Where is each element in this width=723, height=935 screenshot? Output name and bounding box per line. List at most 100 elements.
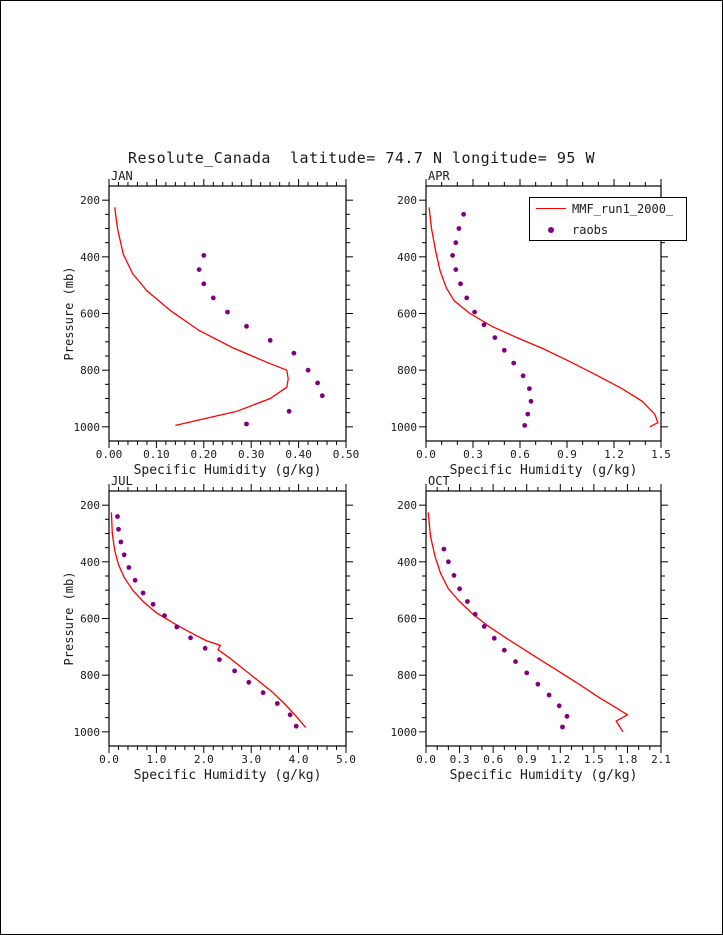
raobs-series-dot bbox=[472, 309, 477, 315]
raobs-series-dot bbox=[481, 624, 487, 629]
legend-dot-sample bbox=[548, 226, 554, 233]
raobs-series-dot bbox=[472, 611, 478, 617]
model-series-line bbox=[428, 207, 659, 428]
raobs-series-dot bbox=[174, 624, 180, 630]
legend-label-raobs: raobs bbox=[572, 222, 609, 237]
y-tick-label: 600 bbox=[397, 613, 417, 626]
x-tick-label: 1.0 bbox=[146, 753, 166, 766]
panel-month-label: APR bbox=[428, 169, 450, 183]
legend-item-raobs: raobs bbox=[530, 219, 686, 240]
raobs-series-dot bbox=[132, 577, 138, 583]
x-tick-label: 1.8 bbox=[617, 753, 637, 766]
x-tick-label: 0.30 bbox=[238, 448, 265, 461]
raobs-series-dot bbox=[286, 408, 292, 414]
raobs-series-dot bbox=[456, 226, 462, 231]
x-tick-label: 0.6 bbox=[483, 753, 503, 766]
y-tick-label: 600 bbox=[397, 308, 417, 321]
raobs-series-dot bbox=[305, 367, 311, 373]
panel-month-label: JAN bbox=[111, 169, 133, 183]
raobs-series-dot bbox=[556, 703, 562, 709]
x-tick-label: 0.3 bbox=[450, 753, 470, 766]
x-tick-label: 0.9 bbox=[517, 753, 537, 766]
x-tick-label: 0.00 bbox=[96, 448, 123, 461]
x-tick-label: 0.20 bbox=[191, 448, 218, 461]
x-tick-label: 0.0 bbox=[416, 448, 436, 461]
chart-panel-jan: JAN 0.00 0.10 0.20 0.30 0.40 0.50 200 400 600 800 1… bbox=[62, 169, 360, 478]
x-tick-label: 1.2 bbox=[604, 448, 624, 461]
raobs-series-dot bbox=[196, 267, 202, 272]
raobs-series-dot bbox=[527, 386, 532, 391]
y-tick-label: 200 bbox=[397, 499, 417, 512]
raobs-series-dot bbox=[116, 526, 121, 532]
raobs-series-dot bbox=[465, 599, 470, 604]
x-tick-label: 0.6 bbox=[510, 448, 530, 461]
raobs-series-dot bbox=[118, 539, 124, 545]
y-tick-label: 400 bbox=[80, 251, 100, 264]
plot-box bbox=[425, 490, 662, 747]
raobs-series-dot bbox=[546, 692, 552, 698]
raobs-series-dot bbox=[453, 240, 459, 246]
y-axis-title: Pressure (mb) bbox=[62, 267, 76, 361]
raobs-series-dot bbox=[564, 713, 570, 719]
raobs-series-dot bbox=[492, 335, 498, 340]
raobs-series-dot bbox=[511, 360, 517, 366]
model-series-line bbox=[110, 512, 307, 729]
raobs-series-dot bbox=[121, 552, 127, 558]
y-tick-label: 1000 bbox=[391, 726, 418, 739]
raobs-series-dot bbox=[274, 701, 280, 706]
y-tick-label: 800 bbox=[397, 669, 417, 682]
chart-panel-oct: OCT 0.0 0.3 0.6 0.9 1.2 1.5 1.8 2.1 200 400 600 800 1… bbox=[391, 474, 671, 783]
raobs-series-dot bbox=[126, 565, 132, 570]
y-tick-label: 1000 bbox=[391, 421, 418, 434]
raobs-series-dot bbox=[140, 590, 146, 596]
x-tick-label: 0.40 bbox=[285, 448, 312, 461]
plot-box bbox=[108, 490, 347, 747]
x-tick-label: 5.0 bbox=[336, 753, 356, 766]
raobs-series-dot bbox=[453, 267, 459, 272]
x-tick-label: 0.9 bbox=[557, 448, 577, 461]
x-axis-title: Specific Humidity (g/kg) bbox=[134, 768, 322, 783]
y-tick-label: 200 bbox=[80, 499, 100, 512]
raobs-series-dot bbox=[464, 295, 470, 301]
raobs-series-dot bbox=[560, 724, 565, 730]
x-tick-label: 3.0 bbox=[241, 753, 261, 766]
raobs-series-dot bbox=[446, 559, 451, 565]
raobs-series-dot bbox=[501, 347, 507, 353]
raobs-series-dot bbox=[244, 323, 249, 329]
panel-month-label: JUL bbox=[111, 474, 133, 488]
y-tick-label: 1000 bbox=[74, 726, 101, 739]
raobs-series-dot bbox=[535, 681, 541, 687]
x-tick-label: 0.50 bbox=[333, 448, 360, 461]
raobs-series-dot bbox=[441, 546, 447, 552]
raobs-series-dot bbox=[458, 281, 463, 287]
y-tick-label: 1000 bbox=[74, 421, 101, 434]
raobs-series-dot bbox=[201, 253, 207, 258]
raobs-series-dot bbox=[528, 398, 534, 404]
x-tick-label: 1.2 bbox=[550, 753, 570, 766]
raobs-series-dot bbox=[457, 586, 462, 592]
panel-month-label: OCT bbox=[428, 474, 450, 488]
raobs-series-dot bbox=[244, 421, 249, 427]
raobs-series-dot bbox=[524, 670, 530, 676]
raobs-series-dot bbox=[520, 373, 526, 379]
x-tick-label: 4.0 bbox=[289, 753, 309, 766]
x-axis-title: Specific Humidity (g/kg) bbox=[450, 768, 638, 783]
y-tick-label: 200 bbox=[397, 194, 417, 207]
raobs-series-dot bbox=[267, 338, 273, 343]
x-axis-title: Specific Humidity (g/kg) bbox=[134, 463, 322, 478]
x-axis-title: Specific Humidity (g/kg) bbox=[450, 463, 638, 478]
y-tick-label: 400 bbox=[397, 251, 417, 264]
chart-panel-apr: APR 0.0 0.3 0.6 0.9 1.2 1.5 200 400 600 800 1000 Spe… bbox=[391, 169, 671, 478]
raobs-series-dot bbox=[201, 281, 207, 287]
figure-title: Resolute_Canada latitude= 74.7 N longitu… bbox=[127, 149, 595, 167]
x-tick-label: 1.5 bbox=[651, 448, 671, 461]
x-tick-label: 0.3 bbox=[463, 448, 483, 461]
model-series-line bbox=[427, 512, 629, 733]
x-tick-label: 0.0 bbox=[416, 753, 436, 766]
raobs-series-dot bbox=[162, 613, 167, 619]
y-axis-title: Pressure (mb) bbox=[62, 572, 76, 666]
y-tick-label: 400 bbox=[397, 556, 417, 569]
raobs-series-dot bbox=[461, 211, 466, 217]
raobs-series-dot bbox=[225, 309, 230, 315]
